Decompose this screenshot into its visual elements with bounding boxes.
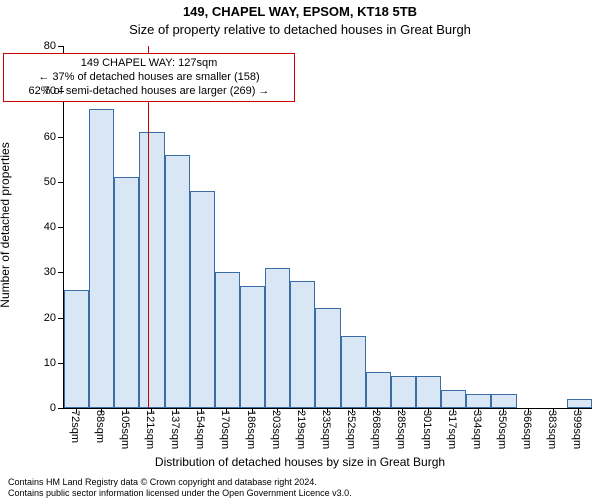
y-tick <box>58 272 64 273</box>
y-tick <box>58 363 64 364</box>
x-tick-label: 317sqm <box>446 410 458 449</box>
histogram-bar <box>290 281 315 408</box>
y-tick <box>58 182 64 183</box>
y-tick-label: 80 <box>18 40 56 52</box>
y-tick-label: 10 <box>18 357 56 369</box>
y-tick <box>58 46 64 47</box>
plot-area: 149 CHAPEL WAY: 127sqm← 37% of detached … <box>63 46 592 409</box>
x-tick-label: 72sqm <box>69 410 81 443</box>
x-tick-label: 366sqm <box>521 410 533 449</box>
x-tick-label: 186sqm <box>245 410 257 449</box>
x-tick-label: 235sqm <box>320 410 332 449</box>
annotation-line1: 149 CHAPEL WAY: 127sqm <box>10 57 288 71</box>
histogram-bar <box>190 191 215 408</box>
histogram-bar <box>240 286 265 408</box>
y-tick <box>58 408 64 409</box>
y-tick <box>58 91 64 92</box>
histogram-bar <box>215 272 240 408</box>
histogram-bar <box>89 109 114 408</box>
footer-line1: Contains HM Land Registry data © Crown c… <box>8 477 352 487</box>
histogram-bar <box>416 376 441 408</box>
x-tick-label: 219sqm <box>295 410 307 449</box>
x-tick-label: 350sqm <box>496 410 508 449</box>
histogram-bar <box>64 290 89 408</box>
x-tick-label: 383sqm <box>546 410 558 449</box>
x-tick-label: 170sqm <box>219 410 231 449</box>
x-tick-label: 88sqm <box>94 410 106 443</box>
chart-title-desc: Size of property relative to detached ho… <box>0 22 600 37</box>
x-tick-label: 203sqm <box>270 410 282 449</box>
histogram-bar <box>139 132 164 408</box>
histogram-bar <box>315 308 340 408</box>
x-tick-label: 121sqm <box>144 410 156 449</box>
histogram-bar <box>391 376 416 408</box>
histogram-bar <box>491 394 516 408</box>
y-tick <box>58 318 64 319</box>
y-tick-label: 40 <box>18 221 56 233</box>
x-tick-label: 154sqm <box>194 410 206 449</box>
y-tick <box>58 227 64 228</box>
histogram-bar <box>441 390 466 408</box>
x-tick-label: 268sqm <box>370 410 382 449</box>
x-tick-label: 334sqm <box>471 410 483 449</box>
x-axis-label: Distribution of detached houses by size … <box>0 455 600 469</box>
chart-container: 149, CHAPEL WAY, EPSOM, KT18 5TB Size of… <box>0 0 600 500</box>
histogram-bar <box>366 372 391 408</box>
y-tick <box>58 137 64 138</box>
y-tick-label: 70 <box>18 85 56 97</box>
x-tick-label: 252sqm <box>345 410 357 449</box>
y-tick-label: 50 <box>18 176 56 188</box>
y-axis-label: Number of detached properties <box>0 142 12 307</box>
x-tick-label: 399sqm <box>571 410 583 449</box>
x-tick-label: 301sqm <box>421 410 433 449</box>
footer-attrib: Contains HM Land Registry data © Crown c… <box>8 477 352 498</box>
annotation-line2: ← 37% of detached houses are smaller (15… <box>10 71 288 85</box>
histogram-bar <box>165 155 190 408</box>
histogram-bar <box>466 394 491 408</box>
x-tick-label: 105sqm <box>119 410 131 449</box>
y-tick-label: 30 <box>18 266 56 278</box>
histogram-bar <box>265 268 290 408</box>
footer-line3: Contains public sector information licen… <box>8 488 352 498</box>
chart-title-address: 149, CHAPEL WAY, EPSOM, KT18 5TB <box>0 4 600 19</box>
x-tick-label: 285sqm <box>395 410 407 449</box>
histogram-bar <box>114 177 139 408</box>
x-tick-label: 137sqm <box>169 410 181 449</box>
histogram-bar <box>341 336 366 408</box>
y-tick-label: 60 <box>18 131 56 143</box>
histogram-bar <box>567 399 592 408</box>
y-tick-label: 0 <box>18 402 56 414</box>
y-tick-label: 20 <box>18 312 56 324</box>
